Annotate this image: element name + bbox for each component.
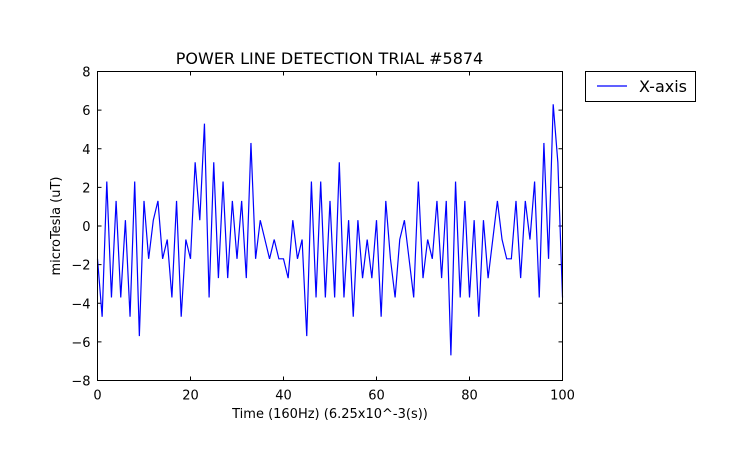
- plot-frame: [97, 71, 563, 381]
- series-line-x-axis: [96, 104, 564, 356]
- y-tick-label: 0: [82, 220, 90, 235]
- y-axis-ticks: −8 −6 −4 −2 0 2 4 6 8: [71, 66, 563, 390]
- plot-area: [96, 104, 564, 356]
- y-tick-label: 2: [82, 181, 90, 196]
- x-tick-label: 40: [275, 389, 292, 404]
- y-tick-label: −4: [71, 297, 90, 312]
- chart-title: POWER LINE DETECTION TRIAL #5874: [176, 49, 483, 68]
- x-tick-label: 100: [550, 389, 575, 404]
- y-tick-label: 6: [82, 104, 90, 119]
- x-tick-label: 80: [461, 389, 478, 404]
- x-tick-label: 20: [182, 389, 199, 404]
- legend: X-axis: [585, 71, 696, 102]
- y-axis-label: microTesla (uT): [49, 177, 64, 276]
- y-tick-label: 8: [82, 66, 90, 81]
- y-tick-label: −2: [71, 259, 90, 274]
- x-tick-label: 0: [93, 389, 101, 404]
- x-tick-label: 60: [368, 389, 385, 404]
- y-tick-label: −6: [71, 336, 90, 351]
- x-axis-label: Time (160Hz) (6.25x10^-3(s)): [231, 407, 428, 422]
- y-tick-label: 4: [82, 143, 90, 158]
- legend-label: X-axis: [639, 77, 687, 96]
- y-tick-label: −8: [71, 375, 90, 390]
- x-axis-ticks: 0 20 40 60 80 100: [93, 71, 575, 404]
